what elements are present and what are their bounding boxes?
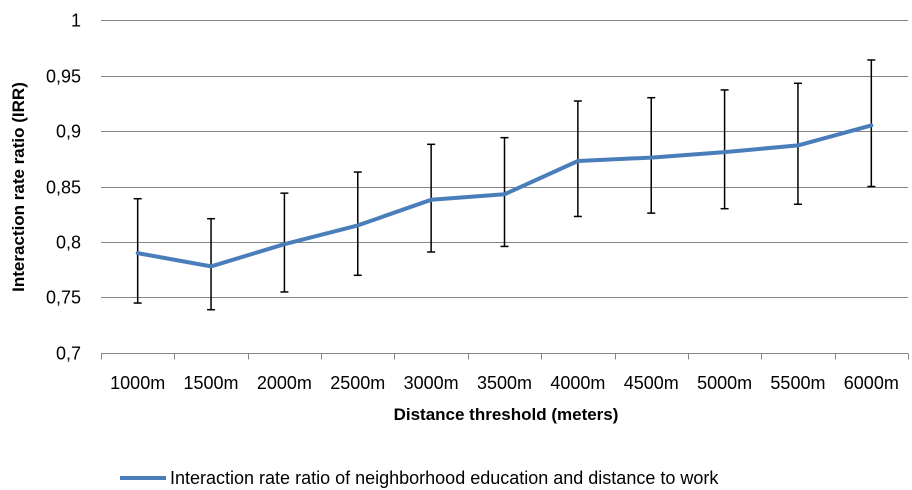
- x-tick-label: 5500m: [770, 373, 825, 393]
- x-tick-label: 5000m: [697, 373, 752, 393]
- y-tick-label: 1: [71, 11, 81, 31]
- x-tick-label: 6000m: [844, 373, 899, 393]
- y-tick-label: 0,85: [46, 178, 81, 198]
- error-bars: [133, 59, 876, 311]
- y-tick-label: 0,95: [46, 67, 81, 87]
- y-tick-label: 0,8: [56, 233, 81, 253]
- x-tick-label: 1500m: [184, 373, 239, 393]
- legend: Interaction rate ratio of neighborhood e…: [120, 468, 719, 488]
- legend-label: Interaction rate ratio of neighborhood e…: [170, 468, 719, 488]
- x-tick-label: 3000m: [404, 373, 459, 393]
- axes: [101, 353, 909, 360]
- x-tick-label: 4500m: [624, 373, 679, 393]
- y-tick-label: 0,7: [56, 344, 81, 364]
- x-tick-label: 4000m: [550, 373, 605, 393]
- y-tick-label: 0,75: [46, 288, 81, 308]
- y-tick-label: 0,9: [56, 122, 81, 142]
- x-axis-title: Distance threshold (meters): [394, 405, 619, 424]
- y-axis-title: Interaction rate ratio (IRR): [9, 82, 28, 292]
- x-tick-label: 1000m: [110, 373, 165, 393]
- series-lines: [135, 123, 874, 269]
- x-tick-label: 2500m: [330, 373, 385, 393]
- series-line: [135, 123, 874, 269]
- tick-labels: 0,7 0,75 0,8 0,85 0,9 0,95 1 1000m 1500m 2000m 250…: [46, 11, 899, 394]
- x-tick-label: 2000m: [257, 373, 312, 393]
- x-tick-label: 3500m: [477, 373, 532, 393]
